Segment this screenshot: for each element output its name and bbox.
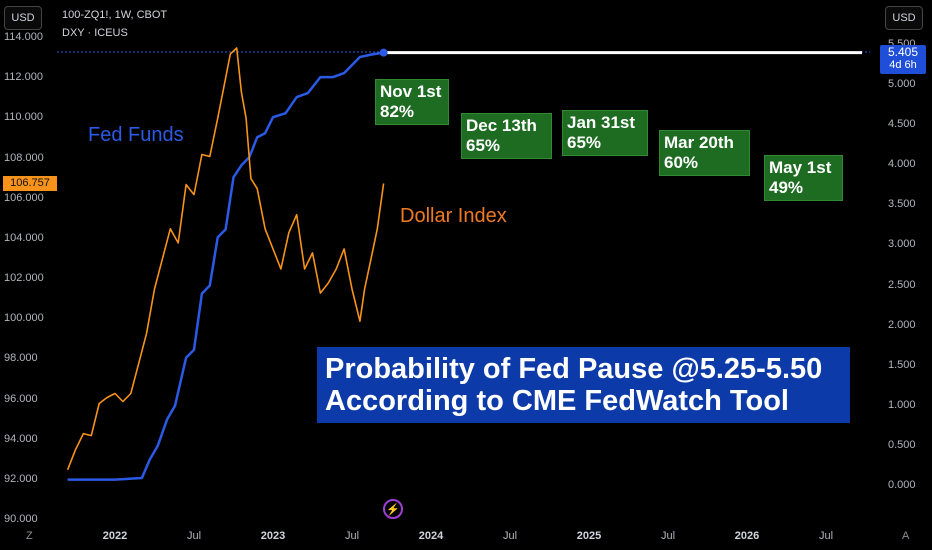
right-axis-tick: 3.500: [888, 198, 916, 211]
time-axis-tick: 2024: [418, 530, 444, 542]
probability-box-may: May 1st 49%: [764, 155, 843, 201]
left-axis-tick: 108.000: [4, 151, 44, 164]
fed-funds-line[interactable]: [67, 51, 384, 481]
time-axis-tick: Jul: [660, 530, 676, 542]
left-axis-tick: 114.000: [4, 31, 43, 43]
time-axis-tick: 2026: [734, 530, 760, 542]
fed-funds-annotation: Fed Funds: [88, 124, 184, 146]
left-axis-tick: 90.000: [4, 513, 38, 525]
time-axis-tick: 2025: [576, 530, 602, 542]
symbol-legend[interactable]: 100-ZQ1!, 1W, CBOT: [62, 9, 168, 21]
left-axis-tick: 100.000: [4, 312, 44, 325]
dxy-last-price-badge: 106.757: [3, 176, 57, 191]
probability-date: Mar 20th: [664, 133, 734, 152]
right-axis-tick: 2.000: [888, 318, 916, 331]
auto-scale-a-icon[interactable]: A: [902, 530, 910, 542]
left-axis-tick: 110.000: [4, 111, 43, 124]
right-axis-tick: 0.500: [888, 438, 916, 451]
dollar-index-line[interactable]: [66, 47, 385, 471]
right-axis-tick: 3.000: [888, 238, 916, 251]
right-axis-tick: 2.500: [888, 278, 916, 291]
probability-date: Jan 31st: [567, 113, 636, 132]
probability-percent: 82%: [380, 102, 415, 121]
dollar-index-annotation: Dollar Index: [400, 205, 507, 227]
time-axis-tick: Jul: [344, 530, 360, 542]
time-axis-tick: Jul: [186, 530, 202, 542]
banner-line-1: Probability of Fed Pause @5.25-5.50: [325, 353, 823, 385]
right-axis-tick: 1.500: [888, 358, 916, 371]
probability-date: Nov 1st: [380, 82, 442, 101]
fedfunds-rate-value: 5.405: [887, 45, 919, 59]
time-axis-tick: Jul: [502, 530, 518, 542]
right-currency-button[interactable]: USD: [885, 6, 923, 30]
probability-box-jan: Jan 31st 65%: [562, 110, 648, 156]
left-axis-tick: 94.000: [4, 432, 38, 445]
left-axis-tick: 98.000: [4, 352, 38, 365]
probability-percent: 49%: [769, 178, 804, 197]
right-axis-tick: 0.000: [888, 479, 916, 491]
fed-funds-last-point[interactable]: [379, 48, 388, 57]
probability-percent: 65%: [466, 136, 501, 155]
fedfunds-last-value-badge: 5.405 4d 6h: [880, 45, 926, 74]
right-axis-tick: 4.500: [888, 118, 916, 131]
auto-scale-z-icon[interactable]: Z: [26, 530, 33, 542]
left-axis-tick: 112.000: [4, 71, 43, 84]
bar-countdown: 4d 6h: [889, 59, 917, 71]
probability-box-dec: Dec 13th 65%: [461, 113, 552, 159]
probability-percent: 65%: [567, 133, 602, 152]
right-axis-tick: 5.000: [888, 78, 916, 91]
right-axis-tick: 4.000: [888, 158, 916, 171]
banner-line-2: According to CME FedWatch Tool: [325, 385, 789, 417]
probability-box-mar: Mar 20th 60%: [659, 130, 750, 176]
left-axis-tick: 102.000: [4, 272, 44, 284]
probability-box-nov: Nov 1st 82%: [375, 79, 449, 125]
lightning-icon[interactable]: ⚡: [383, 499, 403, 519]
left-axis-tick: 106.000: [4, 191, 44, 204]
left-axis-tick: 104.000: [4, 231, 44, 244]
left-axis-tick: 96.000: [4, 392, 38, 405]
probability-date: Dec 13th: [466, 116, 537, 135]
left-currency-button[interactable]: USD: [4, 6, 42, 30]
probability-date: May 1st: [769, 158, 832, 177]
secondary-symbol-legend[interactable]: DXY · ICEUS: [62, 27, 128, 39]
right-axis-tick: 1.000: [888, 398, 916, 411]
time-axis-tick: 2022: [102, 530, 128, 542]
time-axis-tick: Jul: [818, 530, 834, 542]
probability-percent: 60%: [664, 153, 699, 172]
left-axis-tick: 92.000: [4, 472, 38, 485]
time-axis-tick: 2023: [260, 530, 286, 542]
title-banner: Probability of Fed Pause @5.25-5.50 Acco…: [317, 347, 850, 423]
